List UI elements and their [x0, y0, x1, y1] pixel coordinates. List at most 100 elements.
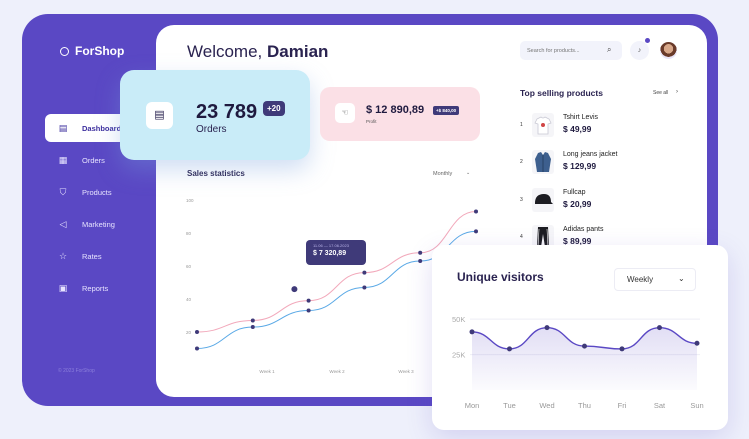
sidebar-item-label: Orders	[82, 155, 105, 165]
data-point[interactable]	[694, 340, 700, 346]
data-point[interactable]	[474, 229, 478, 234]
data-point[interactable]	[657, 325, 662, 331]
data-point[interactable]	[195, 346, 199, 351]
data-point[interactable]	[544, 325, 550, 331]
data-point[interactable]	[582, 343, 587, 349]
shirt-icon: ⛉	[59, 187, 67, 197]
document-icon: ▦	[58, 155, 68, 165]
period-select-value: Monthly	[433, 171, 453, 177]
x-tick-label: Week 3	[398, 369, 414, 374]
sidebar-item-reports[interactable]: ▣ Reports	[45, 274, 157, 302]
data-point[interactable]	[250, 318, 255, 323]
product-name: Long jeans jacket	[563, 151, 618, 158]
profit-badge: +$ 840,00	[433, 106, 460, 115]
user-name: Damian	[267, 42, 329, 61]
product-price: $ 20,99	[563, 199, 592, 209]
search-icon[interactable]: ⌕	[607, 45, 612, 54]
data-point[interactable]	[469, 329, 475, 335]
document-icon: ▤	[146, 102, 173, 129]
search-input[interactable]	[520, 41, 622, 60]
x-tick-label: Week 1	[259, 369, 275, 374]
list-item[interactable]: 3 Fullcap $ 20,99	[518, 188, 688, 218]
sidebar-item-label: Reports	[82, 283, 109, 293]
sidebar-item-products[interactable]: ⛉ Products	[45, 178, 157, 206]
tooltip-date: 11.06 — 17.06.2023	[313, 243, 349, 248]
data-point[interactable]	[418, 250, 423, 255]
x-tick-label: Wed	[539, 401, 554, 410]
avatar[interactable]	[658, 40, 679, 61]
brand-name: ForShop	[75, 44, 125, 58]
period-select[interactable]: Monthly	[426, 166, 476, 182]
product-index: 3	[520, 197, 523, 203]
x-tick-label: Week 2	[329, 369, 345, 374]
list-item[interactable]: 1 Tshirt Levis $ 49,99	[518, 113, 688, 143]
orders-label: Orders	[196, 124, 227, 135]
product-name: Fullcap	[563, 189, 586, 196]
brand-logo[interactable]: ForShop	[60, 44, 124, 58]
bell-icon[interactable]: ♪	[630, 41, 649, 60]
x-tick-label: Thu	[578, 401, 591, 410]
data-point[interactable]	[418, 259, 423, 264]
data-point[interactable]	[250, 325, 255, 330]
visitors-title: Unique visitors	[457, 270, 544, 284]
list-item[interactable]: 4 Adidas pants $ 89,99	[518, 225, 688, 255]
product-index: 2	[520, 159, 523, 165]
chevron-down-icon: ⌄	[678, 274, 685, 283]
copyright: © 2023 ForShop	[58, 368, 95, 374]
y-tick-label: 20	[186, 330, 192, 335]
y-tick-label: 80	[186, 231, 192, 236]
cap-icon	[532, 188, 554, 212]
orders-value: 23 789	[196, 101, 258, 123]
orders-badge: +20	[263, 101, 285, 116]
highlight-point[interactable]	[291, 286, 298, 293]
y-tick-label: 100	[186, 198, 194, 203]
chevron-right-icon[interactable]: ›	[676, 89, 678, 95]
sales-title: Sales statistics	[187, 169, 245, 178]
data-point[interactable]	[362, 285, 367, 290]
see-all-link[interactable]: See all	[653, 90, 669, 96]
data-point[interactable]	[306, 308, 311, 313]
data-point[interactable]	[507, 346, 512, 352]
sidebar-item-label: Marketing	[82, 219, 115, 229]
top-selling-title: Top selling products	[520, 88, 603, 98]
x-tick-label: Sat	[654, 401, 666, 410]
profit-label: Profit	[366, 119, 377, 124]
data-point[interactable]	[195, 330, 199, 334]
product-name: Adidas pants	[563, 226, 604, 233]
product-index: 4	[520, 234, 523, 240]
tooltip-value: $ 7 320,89	[313, 250, 347, 257]
weekly-select[interactable]: Weekly	[614, 268, 696, 291]
series-line	[196, 230, 477, 349]
sidebar-item-rates[interactable]: ☆ Rates	[45, 242, 157, 270]
list-item[interactable]: 2 Long jeans jacket $ 129,99	[518, 150, 688, 180]
data-point[interactable]	[362, 270, 367, 275]
sidebar-item-marketing[interactable]: ◁ Marketing	[45, 210, 157, 238]
chevron-down-icon: ⌄	[466, 170, 471, 176]
notification-dot	[645, 38, 650, 43]
welcome-prefix: Welcome,	[187, 42, 263, 61]
y-tick-label: 40	[186, 297, 192, 302]
x-tick-label: Mon	[465, 401, 480, 410]
tshirt-icon	[532, 113, 554, 137]
data-point[interactable]	[474, 209, 478, 214]
sidebar-item-orders[interactable]: ▦ Orders	[45, 146, 157, 174]
y-tick-label: 50K	[452, 315, 465, 324]
y-tick-label: 60	[186, 264, 192, 269]
chart-tooltip: 11.06 — 17.06.2023 $ 7 320,89	[306, 240, 366, 265]
product-index: 1	[520, 122, 523, 128]
data-point[interactable]	[619, 346, 625, 352]
megaphone-icon: ◁	[59, 219, 67, 229]
report-icon: ▣	[58, 283, 68, 293]
profit-value: $ 12 890,89	[366, 104, 425, 116]
series-line	[196, 211, 477, 333]
sidebar-item-label: Products	[82, 187, 112, 197]
x-tick-label: Tue	[503, 401, 516, 410]
jacket-icon	[532, 150, 554, 174]
calendar-icon: ▤	[58, 123, 68, 133]
weekly-select-value: Weekly	[627, 275, 654, 284]
page-title: Welcome, Damian	[187, 42, 328, 62]
area-fill	[472, 327, 697, 390]
product-price: $ 49,99	[563, 124, 592, 134]
data-point[interactable]	[306, 298, 311, 303]
